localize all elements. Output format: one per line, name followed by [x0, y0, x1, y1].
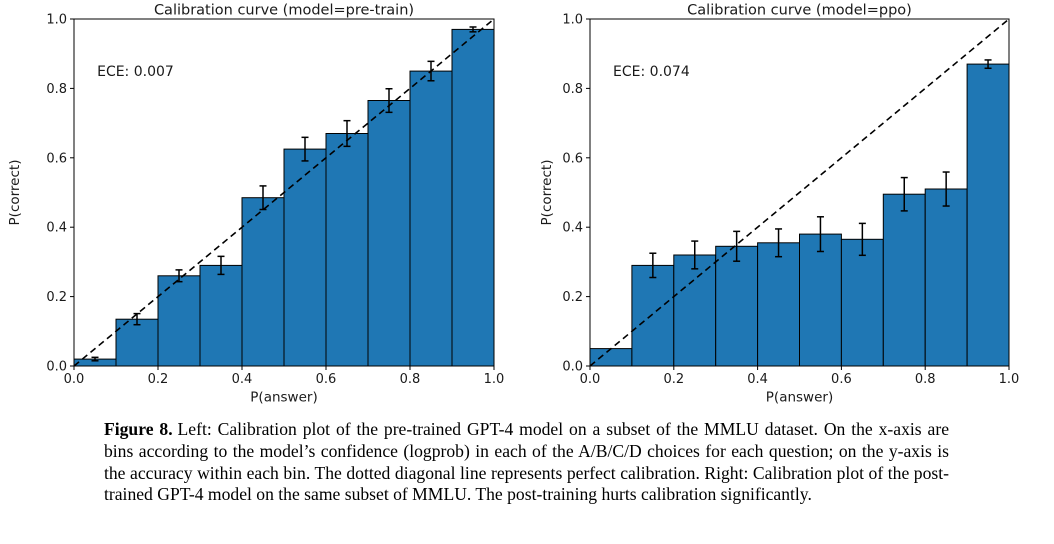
ece-annotation: ECE: 0.074: [613, 64, 690, 80]
x-tick-label: 0.0: [580, 372, 601, 387]
bar: [115, 318, 159, 367]
bar: [840, 238, 884, 367]
x-tick-label: 0.4: [747, 372, 768, 387]
bar: [924, 188, 968, 367]
x-tick-label: 0.2: [663, 372, 684, 387]
bar: [757, 242, 801, 367]
x-tick-label: 0.6: [316, 372, 337, 387]
y-tick-label: 0.2: [46, 290, 67, 305]
bar: [715, 245, 759, 367]
diagonal-line: [589, 18, 1010, 367]
figure-caption: Figure 8. Left: Calibration plot of the p…: [104, 419, 949, 506]
x-axis-label: P(answer): [250, 390, 317, 406]
y-tick-label: 0.6: [46, 151, 67, 166]
x-tick-label: 1.0: [999, 372, 1020, 387]
y-tick-label: 0.2: [562, 290, 583, 305]
bar: [325, 133, 369, 367]
y-tick-label: 0.4: [46, 221, 67, 236]
y-tick-label: 0.8: [46, 82, 67, 97]
chart-title: Calibration curve (model=pre-train): [154, 3, 414, 19]
y-tick-label: 1.0: [562, 13, 583, 28]
x-axis-label: P(answer): [766, 390, 833, 406]
bar: [199, 264, 243, 367]
axis-ticks-group: 0.0 0.2 0.4 0.6 0.8 1.0 0.0 0.2 0.4 0.6 0.8 1.0: [562, 13, 1019, 388]
plot-frame: [589, 18, 1010, 367]
y-tick-label: 1.0: [46, 13, 67, 28]
axis-ticks-group: 0.0 0.2 0.4 0.6 0.8 1.0 0.0 0.2 0.4 0.6 0.8 1.0: [46, 13, 504, 388]
plot-frame: [73, 18, 495, 367]
bar: [631, 264, 675, 367]
y-tick-label: 0.6: [562, 151, 583, 166]
bar: [409, 70, 453, 367]
chart-title: Calibration curve (model=ppo): [687, 3, 912, 19]
bar: [799, 233, 842, 367]
ece-annotation: ECE: 0.007: [97, 64, 174, 80]
error-bars-group: [91, 26, 477, 362]
bar: [673, 254, 717, 367]
x-tick-label: 0.8: [400, 372, 421, 387]
calibration-chart-ppo: 0.0 0.2 0.4 0.6 0.8 1.0 0.0 0.2 0.4 0.6 0.8 1.0 Cal…: [539, 3, 1019, 406]
x-tick-label: 1.0: [484, 372, 505, 387]
bar: [157, 275, 201, 367]
y-tick-label: 0.4: [562, 221, 583, 236]
x-tick-label: 0.0: [64, 372, 85, 387]
y-axis-label: P(correct): [7, 160, 23, 226]
error-bars-group: [649, 59, 992, 279]
calibration-chart-pretrain: 0.0 0.2 0.4 0.6 0.8 1.0 0.0 0.2 0.4 0.6 0.8 1.0 Cal…: [7, 3, 504, 406]
bar: [882, 193, 926, 367]
x-tick-label: 0.2: [148, 372, 169, 387]
y-tick-label: 0.0: [562, 360, 583, 375]
x-tick-label: 0.4: [232, 372, 253, 387]
bars-group: [589, 63, 1010, 367]
bar: [966, 63, 1010, 367]
bar: [367, 100, 411, 367]
caption-text: Left: Calibration plot of the pre-traine…: [104, 419, 949, 505]
x-tick-label: 0.8: [915, 372, 936, 387]
diagonal-line: [73, 18, 495, 367]
caption-label: Figure 8.: [104, 419, 173, 439]
y-tick-label: 0.8: [562, 82, 583, 97]
bar: [589, 348, 633, 367]
y-axis-label: P(correct): [539, 160, 555, 226]
bar: [283, 148, 327, 367]
x-tick-label: 0.6: [831, 372, 852, 387]
bar: [451, 28, 495, 367]
y-tick-label: 0.0: [46, 360, 67, 375]
